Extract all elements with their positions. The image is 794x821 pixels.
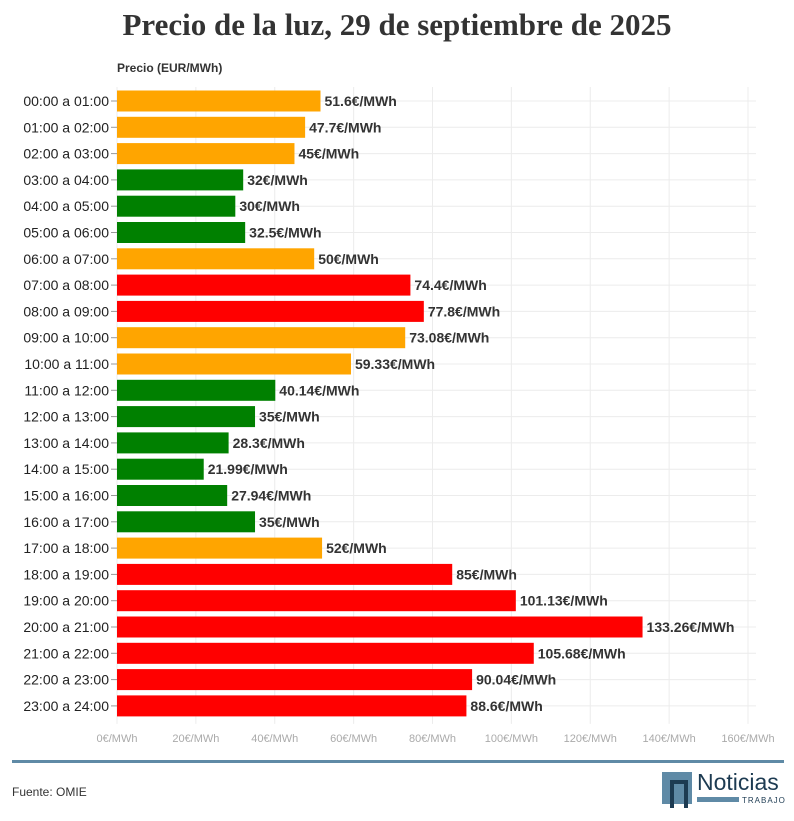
bar [117, 222, 246, 243]
bar [117, 195, 236, 217]
category-label: 05:00 a 06:00 [23, 225, 109, 241]
data-label: 50€/MWh [318, 251, 379, 267]
bar [117, 616, 643, 638]
category-label: 19:00 a 20:00 [23, 593, 109, 609]
axis-label: Precio (EUR/MWh) [117, 61, 223, 75]
source-text: Fuente: OMIE [12, 785, 87, 799]
bar [117, 274, 411, 296]
x-tick-label: 20€/MWh [172, 733, 219, 745]
category-label: 02:00 a 03:00 [23, 146, 109, 162]
category-label: 01:00 a 02:00 [23, 119, 109, 135]
category-label: 23:00 a 24:00 [23, 698, 109, 714]
x-tick-label: 140€/MWh [643, 733, 696, 745]
bar [117, 563, 453, 585]
x-tick-label: 80€/MWh [409, 733, 456, 745]
category-label: 04:00 a 05:00 [23, 198, 109, 214]
data-label: 90.04€/MWh [476, 672, 556, 688]
data-label: 47.7€/MWh [309, 119, 381, 135]
data-label: 35€/MWh [259, 409, 320, 425]
x-tick-label: 160€/MWh [721, 733, 774, 745]
data-label: 32.5€/MWh [249, 225, 321, 241]
category-label: 20:00 a 21:00 [23, 619, 109, 635]
category-label: 10:00 a 11:00 [24, 356, 109, 372]
data-label: 30€/MWh [239, 198, 300, 214]
category-label: 22:00 a 23:00 [23, 672, 109, 688]
data-label: 52€/MWh [326, 540, 387, 556]
bar [117, 537, 323, 559]
bar [117, 590, 516, 612]
data-label: 28.3€/MWh [233, 435, 305, 451]
data-label: 45€/MWh [298, 146, 359, 162]
bar [117, 432, 229, 454]
bar [117, 353, 351, 375]
data-label: 59.33€/MWh [355, 356, 435, 372]
category-label: 18:00 a 19:00 [23, 566, 109, 582]
bar [117, 169, 244, 191]
category-label: 11:00 a 12:00 [24, 382, 109, 398]
data-label: 21.99€/MWh [208, 461, 288, 477]
category-label: 15:00 a 16:00 [23, 488, 109, 504]
data-label: 88.6€/MWh [470, 698, 542, 714]
data-label: 51.6€/MWh [324, 93, 396, 109]
bar [117, 406, 256, 428]
noticias-trabajo-logo: Noticias TRABAJO [662, 769, 786, 808]
category-label: 17:00 a 18:00 [23, 540, 109, 556]
data-label: 32€/MWh [247, 172, 308, 188]
bar [117, 458, 204, 480]
data-label: 133.26€/MWh [647, 619, 735, 635]
bar [117, 327, 406, 349]
data-label: 35€/MWh [259, 514, 320, 530]
bar [117, 116, 306, 138]
data-label: 27.94€/MWh [231, 488, 311, 504]
bar [117, 485, 228, 506]
logo-sub: TRABAJO [742, 796, 786, 805]
bar [117, 379, 276, 401]
category-label: 00:00 a 01:00 [23, 93, 109, 109]
data-label: 105.68€/MWh [538, 645, 626, 661]
x-tick-label: 40€/MWh [251, 733, 298, 745]
category-label: 08:00 a 09:00 [23, 303, 109, 319]
bar [117, 669, 473, 691]
bar [117, 90, 321, 112]
bar [117, 695, 467, 717]
bar [117, 300, 424, 322]
logo-bar [697, 797, 739, 802]
x-tick-label: 100€/MWh [485, 733, 538, 745]
category-label: 12:00 a 13:00 [23, 409, 109, 425]
data-label: 77.8€/MWh [428, 303, 500, 319]
data-label: 73.08€/MWh [409, 330, 489, 346]
category-label: 14:00 a 15:00 [23, 461, 109, 477]
category-label: 16:00 a 17:00 [23, 514, 109, 530]
footer-divider [12, 760, 784, 763]
category-label: 09:00 a 10:00 [23, 330, 109, 346]
bar [117, 143, 295, 165]
category-label: 03:00 a 04:00 [23, 172, 109, 188]
logo-word: Noticias [697, 769, 779, 795]
category-label: 13:00 a 14:00 [23, 435, 109, 451]
data-label: 74.4€/MWh [414, 277, 486, 293]
data-label: 40.14€/MWh [279, 382, 359, 398]
logo-n-icon [662, 772, 692, 808]
bar [117, 248, 315, 270]
x-tick-label: 60€/MWh [330, 733, 377, 745]
bar [117, 642, 534, 664]
x-tick-label: 0€/MWh [97, 733, 138, 745]
bar-chart: 0€/MWh 20€/MWh 40€/MWh 60€/MWh 80€/MWh 100€/M… [23, 87, 775, 745]
category-label: 07:00 a 08:00 [23, 277, 109, 293]
category-label: 21:00 a 22:00 [23, 645, 109, 661]
bar [117, 511, 256, 533]
chart-title: Precio de la luz, 29 de septiembre de 20… [122, 7, 672, 42]
data-label: 85€/MWh [456, 566, 517, 582]
category-label: 06:00 a 07:00 [23, 251, 109, 267]
data-label: 101.13€/MWh [520, 593, 608, 609]
x-tick-label: 120€/MWh [564, 733, 617, 745]
